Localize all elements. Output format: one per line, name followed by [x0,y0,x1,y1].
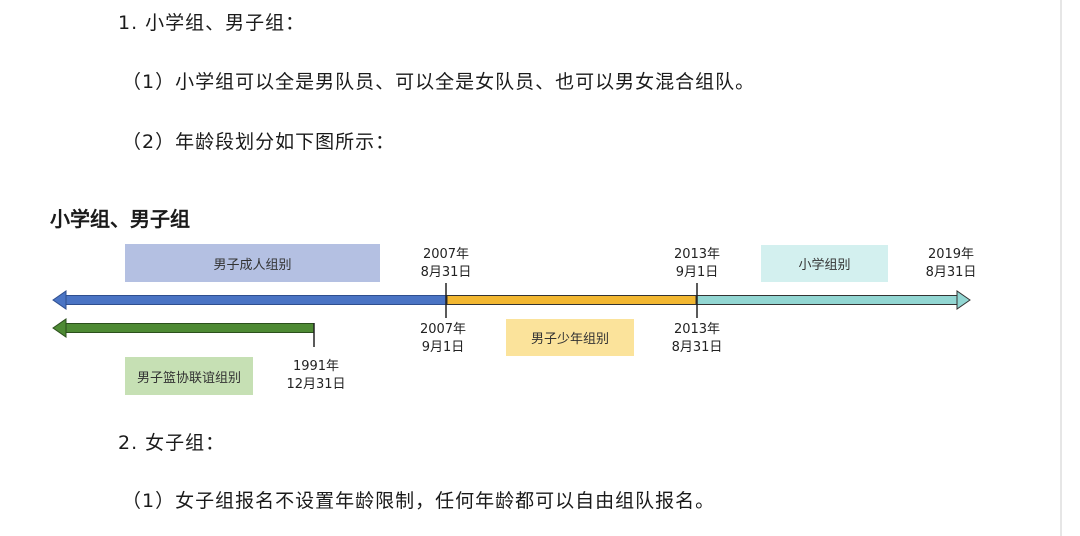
section-2-heading: 2. 女子组： [118,432,226,454]
date-label-2007-sep1: 2007年 9月1日 [419,322,467,355]
paragraph-age-division: （2）年龄段划分如下图所示： [122,131,396,153]
paragraph-mixed-teams: （1）小学组可以全是男队员、可以全是女队员、也可以男女混合组队。 [122,71,756,93]
primary-range-bar [696,290,971,310]
page-edge-divider [1060,0,1062,536]
diagram-title: 小学组、男子组 [50,207,190,231]
youth-range-bar [446,295,697,305]
date-label-2019-aug31: 2019年 8月31日 [925,247,977,280]
date-label-2013-sep1: 2013年 9月1日 [673,247,721,280]
league-range-bar [52,318,315,338]
group-box-league: 男子篮协联谊组别 [125,357,253,395]
date-label-1991-dec31: 1991年 12月31日 [286,359,346,392]
paragraph-women-no-age-limit: （1）女子组报名不设置年龄限制，任何年龄都可以自由组队报名。 [122,490,716,512]
group-box-youth: 男子少年组别 [506,319,634,356]
date-label-2007-aug31: 2007年 8月31日 [420,247,472,280]
adult-range-bar [52,290,447,310]
group-box-primary: 小学组别 [761,245,888,282]
section-1-heading: 1. 小学组、男子组： [118,12,306,34]
date-label-2013-aug31: 2013年 8月31日 [671,322,723,355]
group-box-adult: 男子成人组别 [125,244,380,282]
